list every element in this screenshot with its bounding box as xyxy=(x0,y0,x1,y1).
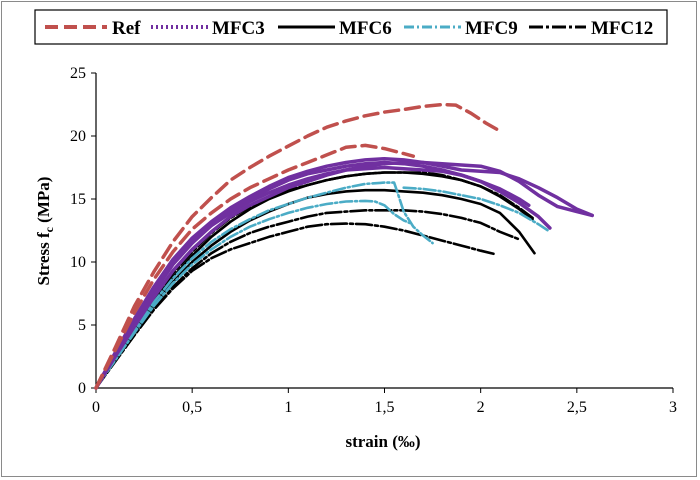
axes: 0 0,5 1 1,5 2 2,5 3 0 5 10 15 20 25 xyxy=(70,65,677,416)
legend-item-mfc6: MFC6 xyxy=(278,18,392,39)
y-tick-label: 20 xyxy=(70,128,86,145)
x-axis-title: strain (‰) xyxy=(345,432,420,451)
legend: Ref MFC3 MFC6 MFC9 MFC12 xyxy=(34,9,668,45)
x-tick-label: 1,5 xyxy=(375,399,395,416)
curve-mfc9-2 xyxy=(94,199,411,390)
y-tick-label: 10 xyxy=(70,254,86,271)
y-tick-label: 15 xyxy=(70,191,86,208)
legend-label-mfc6: MFC6 xyxy=(339,18,392,39)
y-axis-title-subscript: c xyxy=(42,226,56,232)
legend-label-mfc9: MFC9 xyxy=(465,18,518,39)
x-tick-label: 1 xyxy=(284,399,292,416)
curve-mfc9-1 xyxy=(94,181,434,390)
y-tick-label: 0 xyxy=(78,380,86,397)
legend-item-mfc12: MFC12 xyxy=(529,18,653,39)
curve-ref-1 xyxy=(94,102,502,390)
x-tick-label: 0,5 xyxy=(182,399,202,416)
curve-mfc12-3 xyxy=(94,222,498,390)
curve-ref-2 xyxy=(94,143,416,390)
legend-item-ref: Ref xyxy=(45,18,141,39)
x-tick-label: 3 xyxy=(669,399,677,416)
y-axis-title: Stress fc (MPa) xyxy=(34,177,56,286)
y-axis-title-main: Stress f xyxy=(34,232,53,285)
legend-label-mfc3: MFC3 xyxy=(212,18,265,39)
legend-item-mfc3: MFC3 xyxy=(151,18,265,39)
x-tick-label: 0 xyxy=(92,399,100,416)
legend-item-mfc9: MFC9 xyxy=(404,18,518,39)
data-curves xyxy=(94,102,594,390)
x-tick-label: 2,5 xyxy=(567,399,587,416)
legend-label-mfc12: MFC12 xyxy=(591,18,653,39)
x-tick-label: 2 xyxy=(477,399,485,416)
curve-mfc9-3 xyxy=(402,186,550,232)
legend-label-ref: Ref xyxy=(112,18,141,39)
y-tick-label: 25 xyxy=(70,65,86,82)
y-tick-label: 5 xyxy=(78,317,86,334)
y-axis-title-unit: (MPa) xyxy=(34,177,53,228)
curve-mfc3-4 xyxy=(94,160,594,390)
